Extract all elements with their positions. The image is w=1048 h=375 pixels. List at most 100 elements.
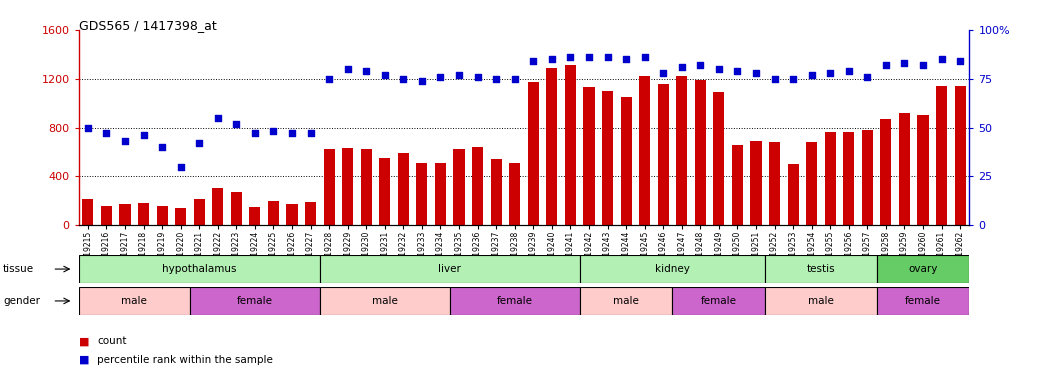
- Bar: [750, 141, 762, 225]
- Text: male: male: [808, 296, 834, 306]
- Bar: [565, 65, 576, 225]
- Bar: [657, 84, 669, 225]
- Bar: [324, 149, 334, 225]
- Text: ■: ■: [79, 336, 89, 346]
- Text: GDS565 / 1417398_at: GDS565 / 1417398_at: [79, 19, 216, 32]
- Point: [265, 128, 282, 134]
- Bar: [765, 287, 876, 315]
- Point: [840, 68, 857, 74]
- Point: [859, 74, 876, 80]
- Point: [191, 140, 208, 146]
- Bar: [509, 163, 520, 225]
- Bar: [825, 132, 836, 225]
- Point: [80, 124, 96, 130]
- Text: female: female: [497, 296, 532, 306]
- Text: gender: gender: [3, 296, 40, 306]
- Bar: [528, 82, 539, 225]
- Point: [952, 58, 968, 64]
- Text: female: female: [905, 296, 941, 306]
- Point: [228, 121, 245, 127]
- Bar: [398, 153, 409, 225]
- Bar: [732, 145, 743, 225]
- Point: [803, 72, 820, 78]
- Point: [599, 54, 616, 60]
- Bar: [546, 68, 558, 225]
- Text: liver: liver: [438, 264, 461, 274]
- Bar: [212, 188, 223, 225]
- Point: [896, 60, 913, 66]
- Bar: [695, 80, 706, 225]
- Text: percentile rank within the sample: percentile rank within the sample: [97, 355, 274, 365]
- Bar: [876, 287, 969, 315]
- Point: [154, 144, 171, 150]
- Bar: [194, 200, 204, 225]
- Bar: [602, 91, 613, 225]
- Text: count: count: [97, 336, 127, 346]
- Bar: [119, 204, 131, 225]
- Bar: [305, 202, 316, 225]
- Bar: [584, 87, 594, 225]
- Point: [747, 70, 764, 76]
- Point: [210, 115, 226, 121]
- Point: [487, 76, 504, 82]
- Point: [506, 76, 523, 82]
- Bar: [936, 86, 947, 225]
- Point: [99, 130, 115, 136]
- Bar: [844, 132, 854, 225]
- Bar: [880, 119, 892, 225]
- Point: [525, 58, 542, 64]
- Bar: [787, 164, 799, 225]
- Bar: [286, 204, 298, 225]
- Point: [432, 74, 449, 80]
- Point: [395, 76, 412, 82]
- Bar: [268, 201, 279, 225]
- Bar: [876, 255, 969, 283]
- Point: [877, 62, 894, 68]
- Bar: [769, 142, 780, 225]
- Bar: [806, 142, 817, 225]
- Point: [414, 78, 431, 84]
- Bar: [917, 116, 929, 225]
- Point: [470, 74, 486, 80]
- Point: [915, 62, 932, 68]
- Text: tissue: tissue: [3, 264, 35, 274]
- Bar: [899, 113, 910, 225]
- Bar: [379, 158, 390, 225]
- Point: [135, 132, 152, 138]
- Bar: [861, 130, 873, 225]
- Bar: [580, 287, 673, 315]
- Bar: [454, 149, 464, 225]
- Point: [674, 64, 691, 70]
- Point: [933, 56, 949, 62]
- Text: kidney: kidney: [655, 264, 690, 274]
- Point: [172, 164, 189, 170]
- Point: [617, 56, 634, 62]
- Point: [822, 70, 838, 76]
- Text: female: female: [701, 296, 737, 306]
- Point: [376, 72, 393, 78]
- Bar: [765, 255, 876, 283]
- Point: [636, 54, 653, 60]
- Bar: [639, 76, 650, 225]
- Text: male: male: [372, 296, 398, 306]
- Text: male: male: [122, 296, 147, 306]
- Text: ■: ■: [79, 355, 89, 365]
- Bar: [490, 159, 502, 225]
- Point: [321, 76, 337, 82]
- Bar: [580, 255, 765, 283]
- Bar: [361, 149, 372, 225]
- Point: [246, 130, 263, 136]
- Bar: [714, 92, 724, 225]
- Bar: [231, 192, 242, 225]
- Point: [544, 56, 561, 62]
- Bar: [320, 287, 450, 315]
- Point: [451, 72, 467, 78]
- Text: ovary: ovary: [909, 264, 938, 274]
- Bar: [435, 163, 446, 225]
- Text: male: male: [613, 296, 639, 306]
- Bar: [138, 203, 149, 225]
- Bar: [416, 163, 428, 225]
- Point: [357, 68, 374, 74]
- Point: [785, 76, 802, 82]
- Bar: [101, 206, 112, 225]
